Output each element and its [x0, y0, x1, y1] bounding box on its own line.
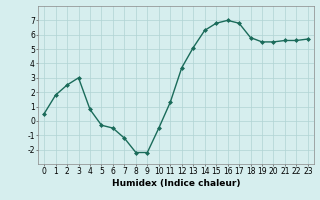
X-axis label: Humidex (Indice chaleur): Humidex (Indice chaleur) [112, 179, 240, 188]
